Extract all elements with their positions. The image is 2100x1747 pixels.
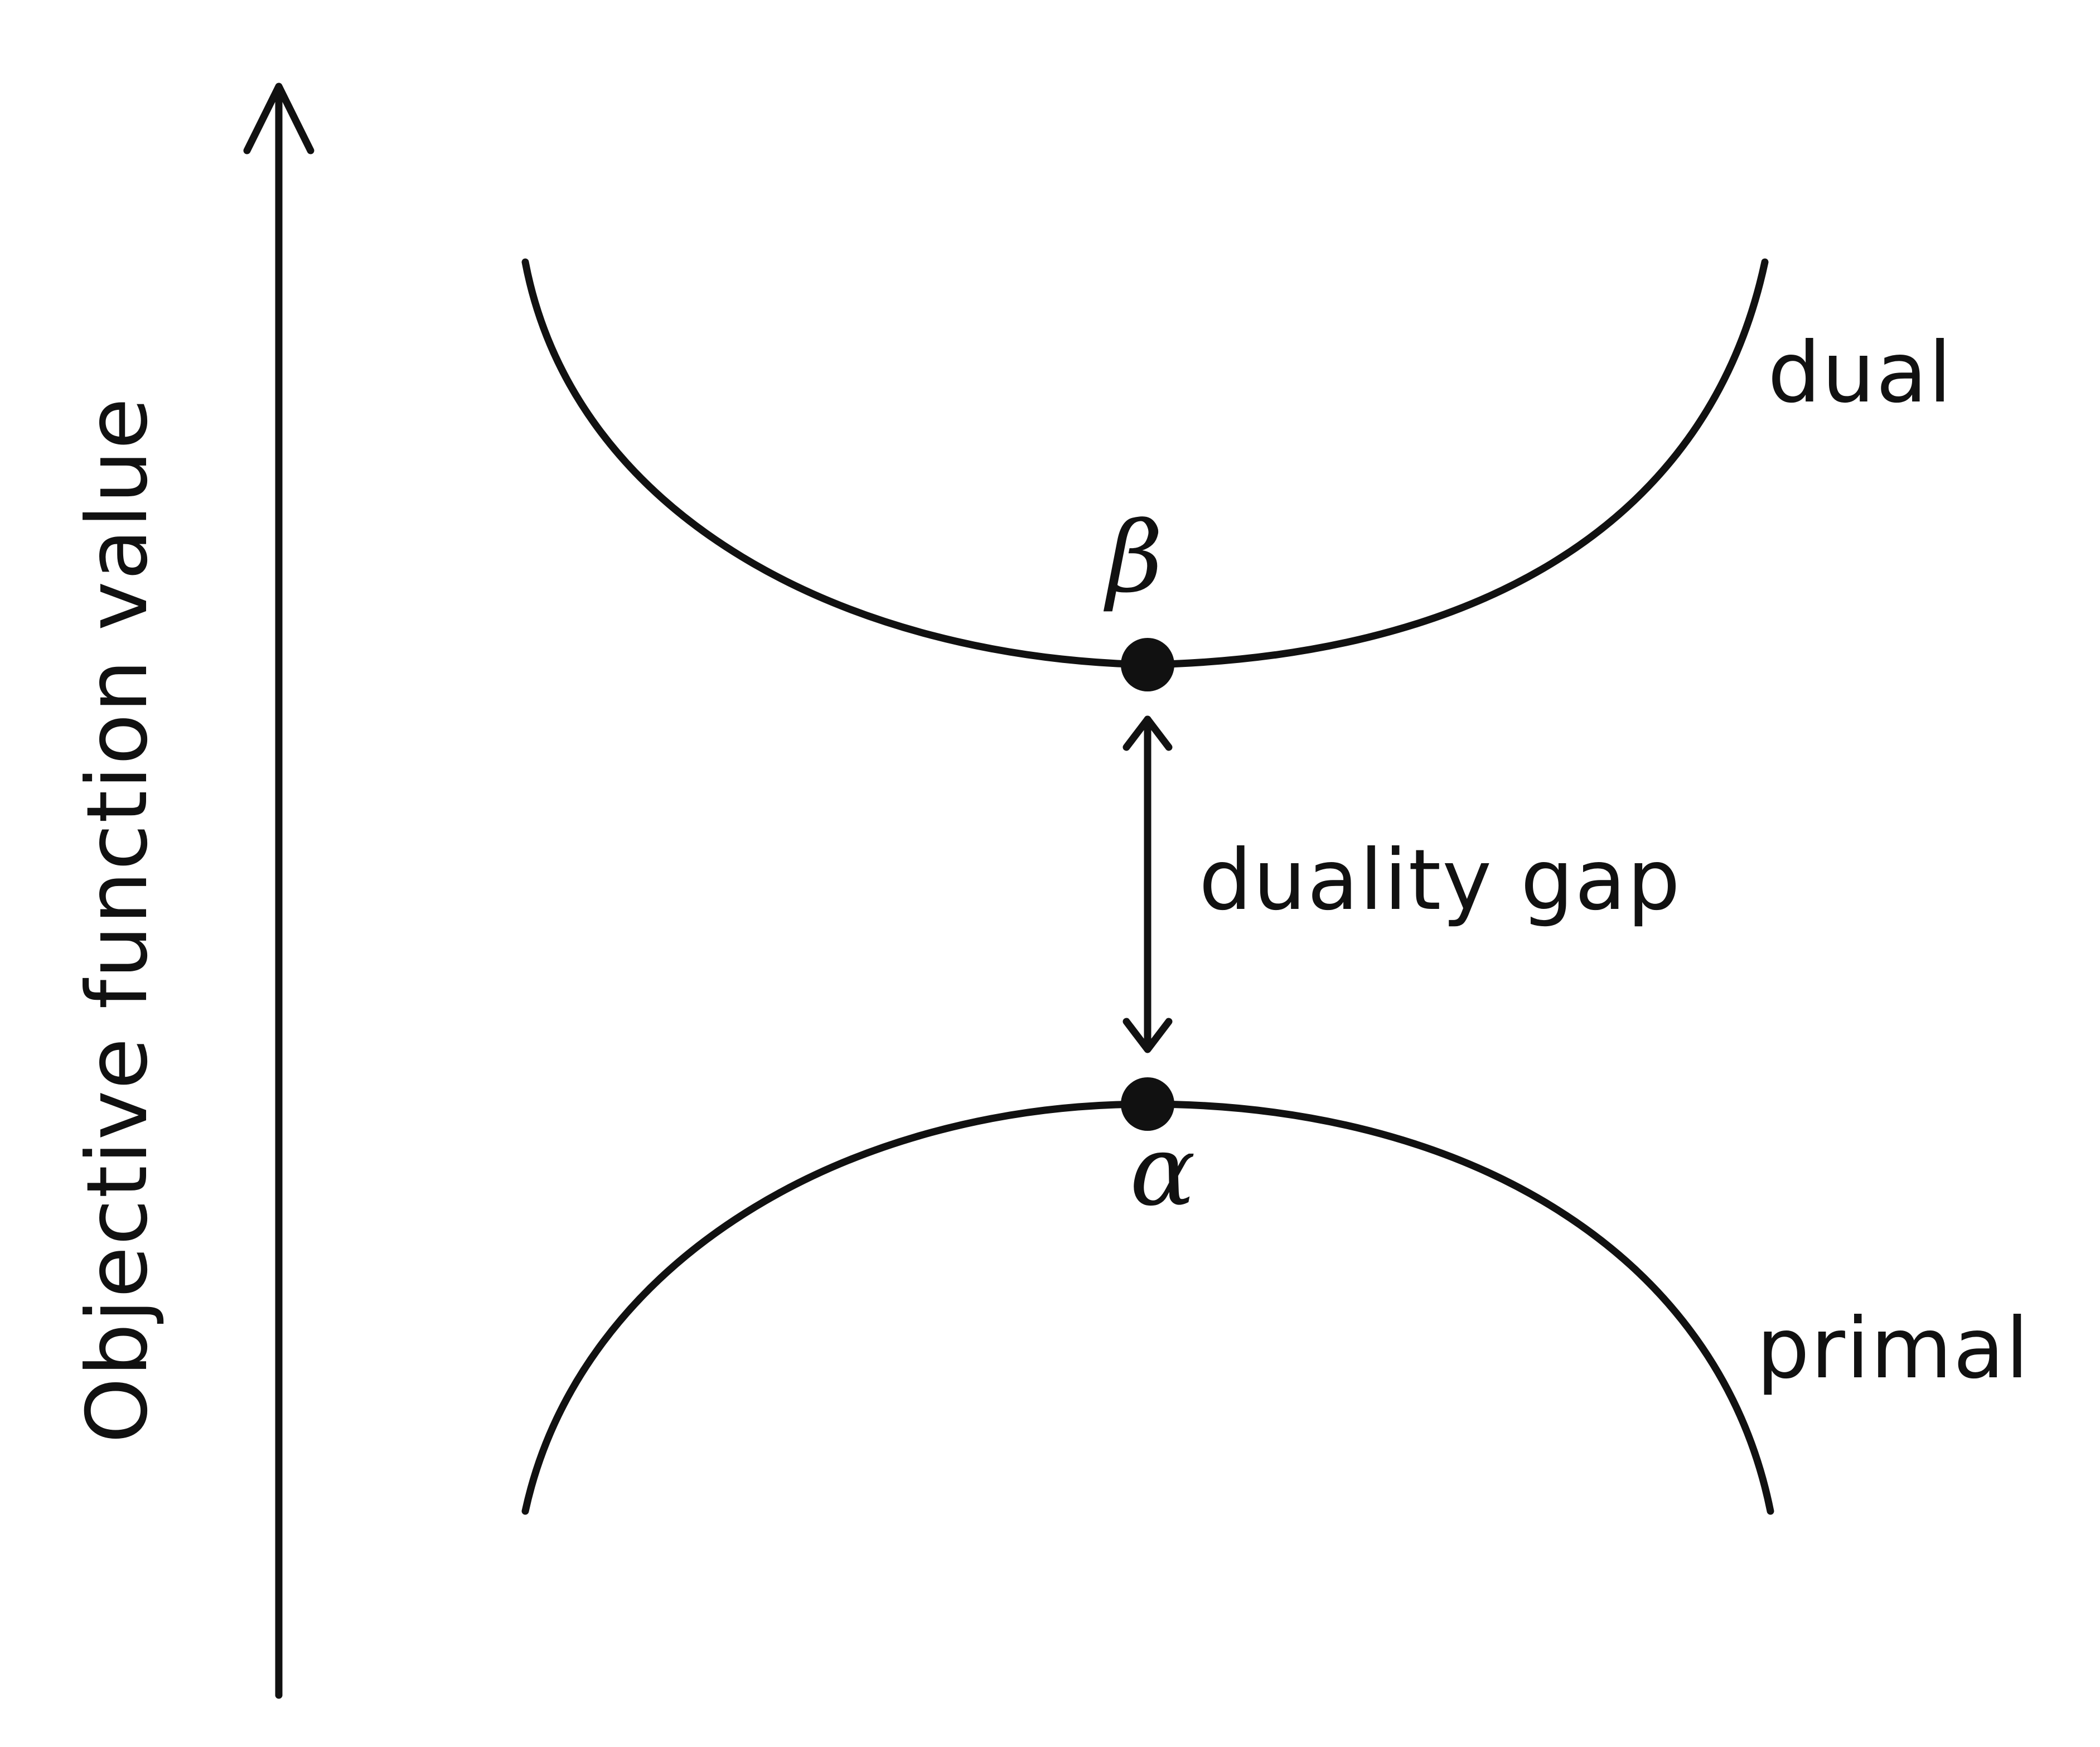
- alpha-label: α: [1130, 1115, 1196, 1228]
- beta-point: [1121, 638, 1174, 691]
- primal-curve-label: primal: [1757, 1300, 2030, 1397]
- duality-gap-label: duality gap: [1199, 832, 1681, 929]
- duality-gap-arrow: [1122, 715, 1173, 1053]
- beta-label: β: [1103, 501, 1163, 614]
- gap-arrow-bottom-head-icon: [1122, 1018, 1173, 1053]
- gap-arrow-top-head-icon: [1122, 715, 1173, 751]
- objective-axis: [243, 83, 314, 1699]
- alpha-point: [1121, 1077, 1174, 1131]
- dual-curve-label: dual: [1768, 325, 1953, 422]
- axis-label: Objective function value: [69, 396, 166, 1443]
- axis-arrowhead-icon: [243, 83, 314, 154]
